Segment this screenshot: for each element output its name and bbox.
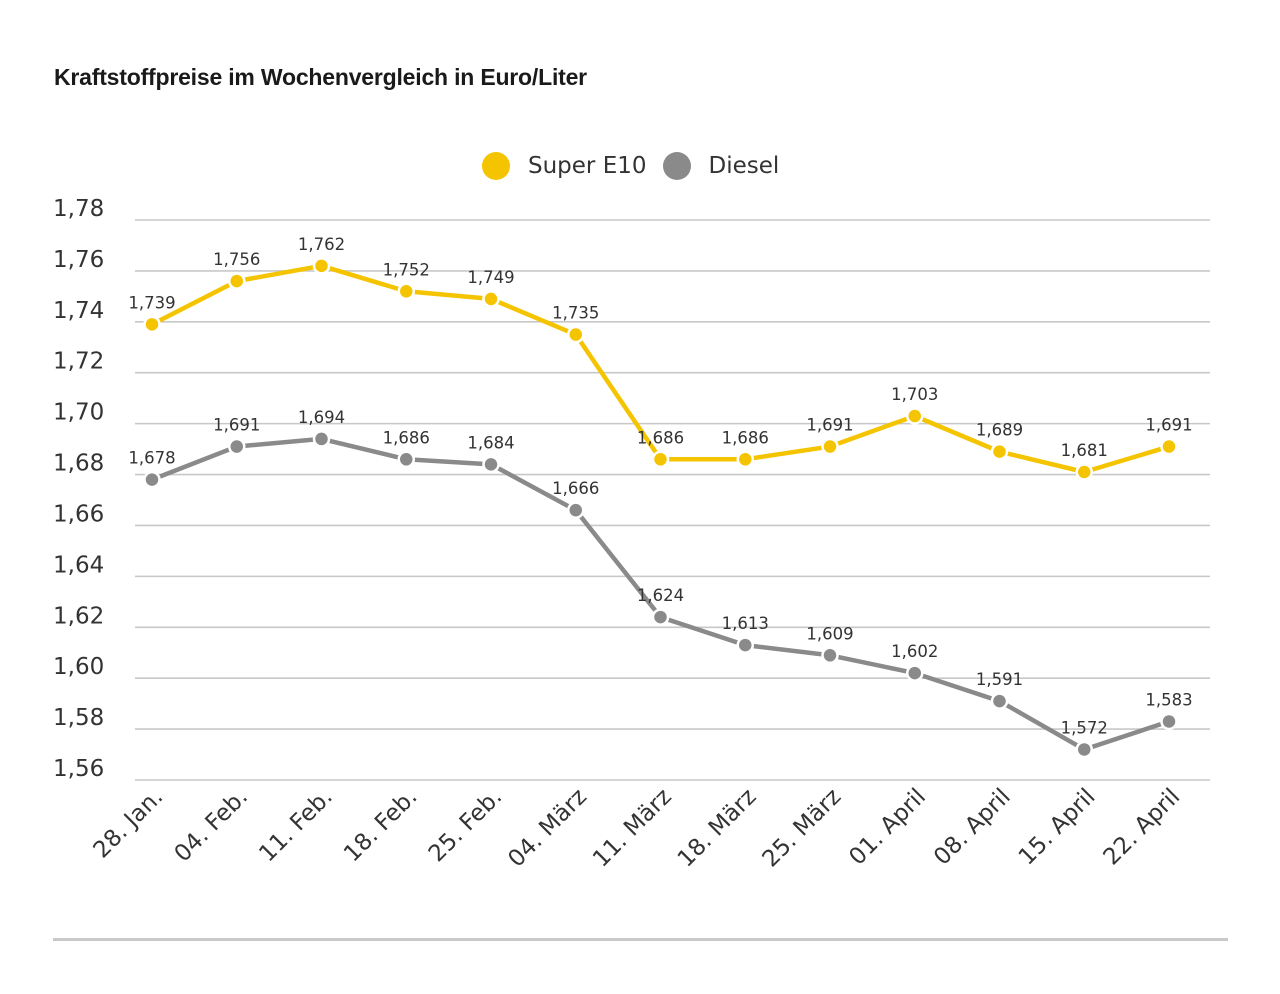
data-label: 1,756 xyxy=(213,250,260,269)
data-label: 1,678 xyxy=(128,449,175,468)
x-tick-label: 28. Jan. xyxy=(89,784,169,864)
data-point xyxy=(821,646,839,665)
data-point xyxy=(312,257,331,275)
data-label: 1,762 xyxy=(298,235,345,254)
data-point xyxy=(1160,437,1178,456)
data-point xyxy=(1075,463,1093,481)
data-point xyxy=(736,450,754,469)
data-point xyxy=(651,450,670,469)
x-tick-label: 25. Feb. xyxy=(424,784,507,867)
legend-label-diesel: Diesel xyxy=(708,153,780,179)
footer-rule xyxy=(53,938,1228,941)
data-point xyxy=(482,455,500,474)
data-point xyxy=(906,407,924,425)
data-point xyxy=(990,442,1009,461)
y-tick-label: 1,70 xyxy=(53,400,104,426)
data-label: 1,686 xyxy=(637,428,684,447)
data-label: 1,684 xyxy=(467,433,514,452)
legend-item-super-e10: Super E10 xyxy=(482,152,647,180)
data-label: 1,749 xyxy=(467,268,514,287)
data-label: 1,681 xyxy=(1061,441,1108,460)
data-label: 1,691 xyxy=(806,416,853,435)
data-label: 1,691 xyxy=(213,416,260,435)
data-point xyxy=(567,325,585,344)
data-label: 1,609 xyxy=(806,624,853,643)
x-tick-label: 01. April xyxy=(844,784,931,871)
series-layer: 1,739 1,756 1,762 1,752 1,749 1,735 1,686 1,686… xyxy=(128,235,1193,759)
data-label: 1,703 xyxy=(891,385,938,404)
y-tick-label: 1,64 xyxy=(53,552,104,578)
data-label: 1,666 xyxy=(552,479,599,498)
data-label: 1,739 xyxy=(128,293,175,312)
x-tick-label: 11. Feb. xyxy=(254,784,337,867)
series-diesel: 1,678 1,691 1,694 1,686 1,684 1,666 1,624 1,613… xyxy=(128,408,1193,759)
data-label: 1,602 xyxy=(891,642,938,661)
data-label: 1,613 xyxy=(722,614,769,633)
data-label: 1,591 xyxy=(976,670,1023,689)
data-label: 1,752 xyxy=(383,260,430,279)
data-label: 1,686 xyxy=(383,428,430,447)
y-tick-label: 1,72 xyxy=(53,349,104,375)
y-tick-label: 1,56 xyxy=(53,756,104,782)
y-tick-label: 1,78 xyxy=(53,196,104,222)
y-tick-label: 1,74 xyxy=(53,298,104,324)
y-tick-label: 1,60 xyxy=(53,654,104,680)
y-tick-label: 1,66 xyxy=(53,501,104,527)
legend-item-diesel: Diesel xyxy=(662,152,780,180)
legend: Super E10 Diesel xyxy=(482,152,795,180)
data-point xyxy=(143,470,161,489)
data-point xyxy=(736,636,754,654)
data-point xyxy=(990,692,1009,710)
series-super-e10: 1,739 1,756 1,762 1,752 1,749 1,735 1,686 1,686… xyxy=(128,235,1193,481)
legend-label-super-e10: Super E10 xyxy=(528,153,647,179)
data-label: 1,624 xyxy=(637,586,684,605)
data-label: 1,691 xyxy=(1145,416,1192,435)
x-tick-label: 04. März xyxy=(503,784,592,873)
data-point xyxy=(228,272,246,290)
y-tick-label: 1,62 xyxy=(53,603,104,629)
data-point xyxy=(397,450,415,469)
data-label: 1,686 xyxy=(722,428,769,447)
data-point xyxy=(906,664,924,682)
data-label: 1,689 xyxy=(976,421,1023,440)
data-point xyxy=(228,437,246,456)
x-tick-label: 25. März xyxy=(758,784,847,873)
data-point xyxy=(1075,740,1093,759)
data-point xyxy=(397,282,415,301)
data-point xyxy=(651,608,670,626)
data-point xyxy=(482,290,500,308)
x-tick-label: 18. Feb. xyxy=(339,784,422,867)
data-label: 1,572 xyxy=(1061,718,1108,737)
data-point xyxy=(143,315,161,334)
data-point xyxy=(567,501,585,519)
y-axis: 1,78 1,76 1,74 1,72 1,70 1,68 1,66 1,64 1,62 1,60… xyxy=(53,196,104,782)
data-label: 1,694 xyxy=(298,408,345,427)
data-point xyxy=(312,430,331,448)
x-axis: 28. Jan. 04. Feb. 11. Feb. 18. Feb. 25. Feb.… xyxy=(89,784,1186,873)
y-tick-label: 1,68 xyxy=(53,451,104,477)
data-label: 1,735 xyxy=(552,304,599,323)
x-tick-label: 08. April xyxy=(929,784,1016,871)
data-label: 1,583 xyxy=(1145,690,1192,709)
legend-swatch-super-e10 xyxy=(482,152,510,180)
x-tick-label: 04. Feb. xyxy=(170,784,253,867)
x-tick-label: 18. März xyxy=(673,784,762,873)
data-point xyxy=(821,437,839,456)
grid-layer xyxy=(135,219,1210,781)
legend-swatch-diesel xyxy=(662,152,691,180)
x-tick-label: 15. April xyxy=(1014,784,1101,871)
x-tick-label: 22. April xyxy=(1099,784,1186,871)
data-point xyxy=(1160,712,1178,731)
x-tick-label: 11. März xyxy=(588,784,677,873)
chart-title: Kraftstoffpreise im Wochenvergleich in E… xyxy=(54,64,587,90)
y-tick-label: 1,76 xyxy=(53,247,104,273)
y-tick-label: 1,58 xyxy=(53,705,104,731)
